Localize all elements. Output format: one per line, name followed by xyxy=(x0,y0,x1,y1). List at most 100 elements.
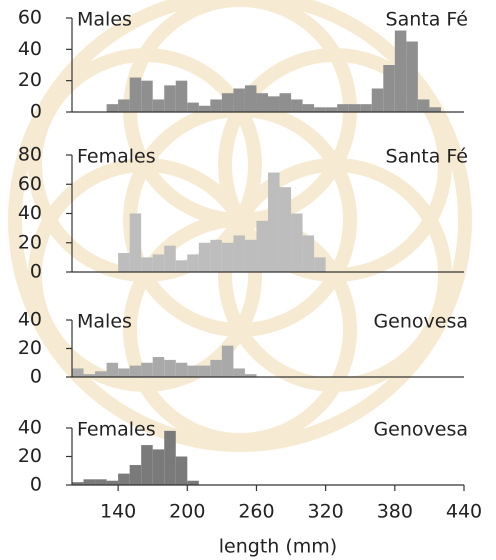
bar xyxy=(337,104,349,112)
bar xyxy=(164,245,176,272)
panel-title: Males xyxy=(77,311,132,333)
bar xyxy=(83,479,96,485)
bar xyxy=(221,93,234,112)
y-tick-label: 20 xyxy=(18,445,42,467)
bar xyxy=(129,365,142,377)
bar xyxy=(141,80,153,112)
y-tick-label: 20 xyxy=(18,231,42,253)
bar xyxy=(198,365,211,377)
y-tick-label: 0 xyxy=(30,261,42,283)
bar xyxy=(233,235,245,272)
panel-title: Females xyxy=(77,419,156,441)
y-tick-label: 60 xyxy=(18,7,42,29)
bar xyxy=(152,99,165,112)
bar xyxy=(141,257,153,272)
bar xyxy=(175,456,188,485)
bar xyxy=(256,93,268,112)
watermark xyxy=(8,0,472,452)
bar xyxy=(95,371,107,377)
bar xyxy=(279,93,292,112)
bar xyxy=(383,65,395,112)
bar xyxy=(175,260,188,272)
bar xyxy=(152,254,165,272)
bar xyxy=(221,345,234,377)
bar xyxy=(118,99,130,112)
bar xyxy=(394,30,407,112)
y-tick-label: 0 xyxy=(30,474,42,496)
x-tick-label: 380 xyxy=(377,501,413,523)
bar xyxy=(187,480,199,485)
bar xyxy=(106,362,119,377)
bar xyxy=(198,242,211,272)
x-tick-label: 260 xyxy=(238,501,274,523)
panel-subtitle: Santa Fé xyxy=(386,146,468,168)
bar xyxy=(164,85,176,112)
x-tick-label: 200 xyxy=(169,501,205,523)
bar xyxy=(72,368,84,377)
bar xyxy=(198,105,211,112)
bar xyxy=(187,365,199,377)
bar xyxy=(406,41,418,112)
y-tick-label: 0 xyxy=(30,366,42,388)
bar xyxy=(325,107,338,112)
bar xyxy=(417,99,430,112)
bar xyxy=(187,102,199,112)
bar xyxy=(360,104,372,112)
panel-title: Females xyxy=(77,146,156,168)
bar xyxy=(118,473,130,485)
bar xyxy=(244,374,257,377)
bar xyxy=(175,362,188,377)
bar xyxy=(291,213,303,272)
bar xyxy=(279,187,292,272)
bar xyxy=(256,220,268,272)
panel-subtitle: Genovesa xyxy=(373,419,468,441)
bar xyxy=(164,359,176,377)
bar xyxy=(210,99,222,112)
bar xyxy=(129,77,142,112)
y-tick-label: 40 xyxy=(18,417,42,439)
bar xyxy=(233,368,245,377)
bar xyxy=(187,254,199,272)
bar xyxy=(268,96,280,112)
bar xyxy=(106,104,119,112)
bar xyxy=(141,445,153,485)
x-tick-label: 440 xyxy=(446,501,482,523)
bar xyxy=(83,374,96,377)
bar xyxy=(210,359,222,377)
bar xyxy=(244,85,257,112)
y-tick-label: 80 xyxy=(18,144,42,166)
y-tick-label: 40 xyxy=(18,38,42,60)
x-tick-label: 320 xyxy=(308,501,344,523)
bar xyxy=(314,107,326,112)
bar xyxy=(268,172,280,272)
bar xyxy=(129,465,142,485)
bar xyxy=(95,479,107,485)
bar xyxy=(164,430,176,485)
panel-title: Males xyxy=(77,9,132,31)
bar xyxy=(302,104,315,112)
bar xyxy=(233,88,245,112)
bar xyxy=(429,107,441,112)
bar xyxy=(72,482,84,485)
bar xyxy=(302,235,315,272)
y-tick-label: 40 xyxy=(18,202,42,224)
y-tick-label: 60 xyxy=(18,173,42,195)
bar xyxy=(118,368,130,377)
y-tick-label: 0 xyxy=(30,101,42,123)
y-tick-label: 40 xyxy=(18,309,42,331)
bar xyxy=(152,357,165,377)
bar xyxy=(141,362,153,377)
bar xyxy=(221,242,234,272)
bar xyxy=(129,213,142,272)
y-tick-label: 20 xyxy=(18,69,42,91)
bar xyxy=(244,239,257,272)
panel-subtitle: Genovesa xyxy=(373,311,468,333)
y-tick-label: 20 xyxy=(18,337,42,359)
bar xyxy=(314,257,326,272)
x-axis-title: length (mm) xyxy=(219,536,337,558)
bar xyxy=(175,80,188,112)
bar xyxy=(106,480,119,485)
bar xyxy=(348,104,361,112)
bar xyxy=(291,99,303,112)
x-tick-label: 140 xyxy=(100,501,136,523)
